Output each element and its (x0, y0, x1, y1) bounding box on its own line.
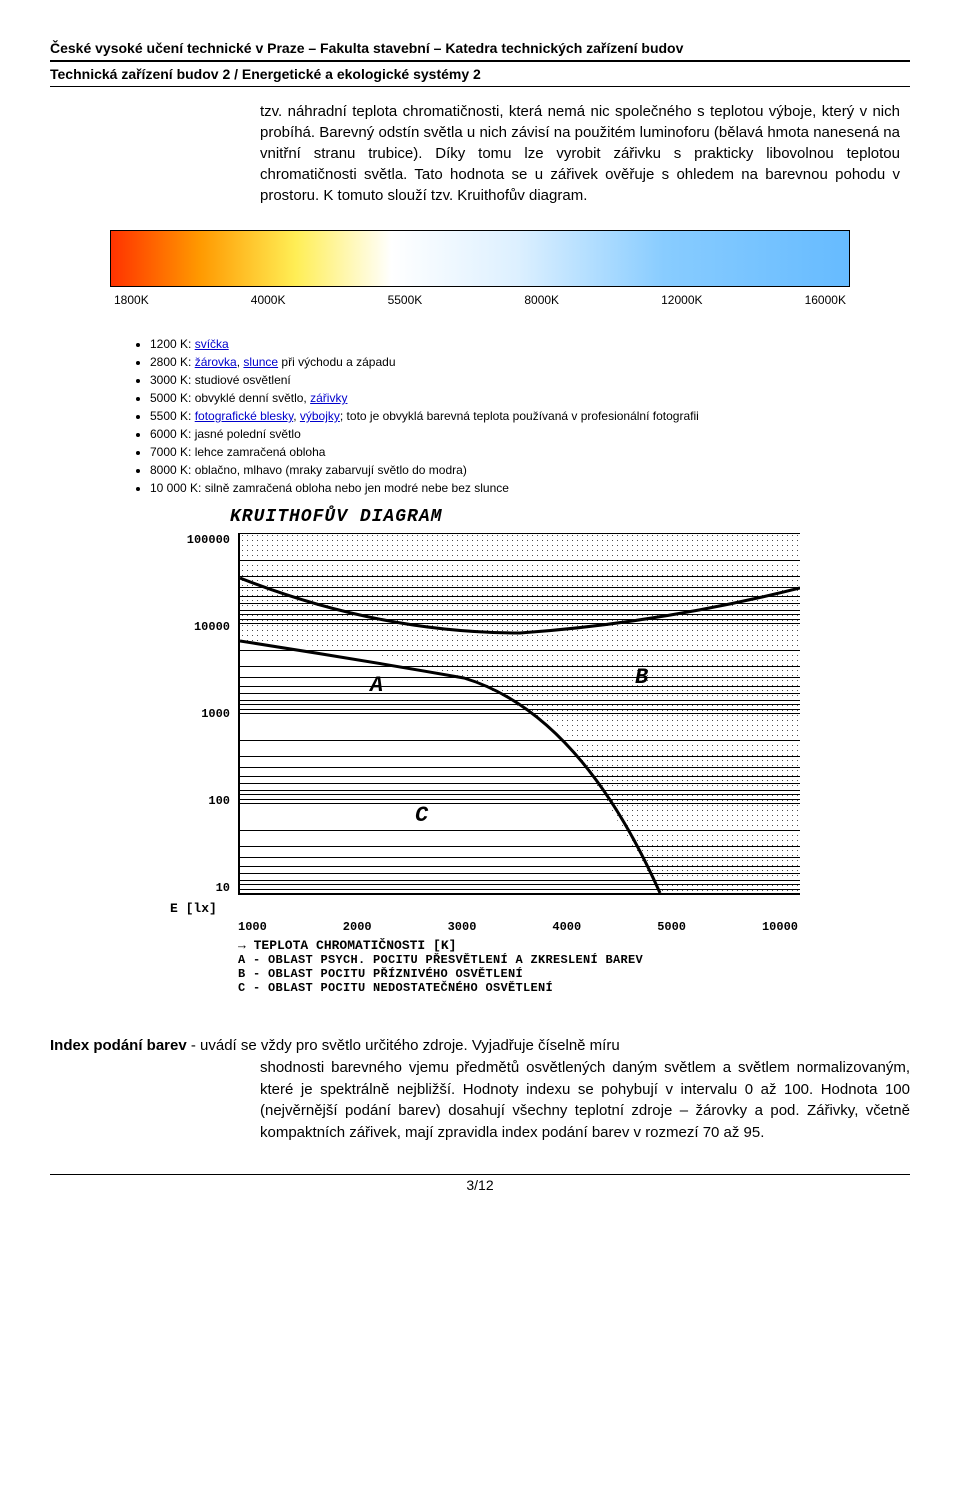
gridline (240, 709, 800, 710)
spectrum-tick: 1800K (114, 293, 149, 307)
gridline (240, 610, 800, 611)
gridline (240, 533, 800, 534)
x-tick: 3000 (448, 920, 477, 934)
index-section: Index podání barev - uvádí se vždy pro s… (50, 1035, 910, 1144)
wiki-link[interactable]: svíčka (195, 337, 229, 351)
wiki-link[interactable]: zářivky (310, 391, 347, 405)
kelvin-item: 8000 K: oblačno, mlhavo (mraky zabarvují… (150, 463, 910, 477)
x-tick: 2000 (343, 920, 372, 934)
kelvin-list: 1200 K: svíčka 2800 K: žárovka, slunce př… (110, 337, 910, 495)
wiki-link[interactable]: fotografické blesky (195, 409, 294, 423)
gridline (240, 846, 800, 847)
spectrum-tick: 4000K (251, 293, 286, 307)
gridline (240, 666, 800, 667)
gridline (240, 866, 800, 867)
kelvin-item: 5500 K: fotografické blesky, výbojky; to… (150, 409, 910, 423)
gridline (240, 623, 800, 624)
intro-paragraph: tzv. náhradní teplota chromatičnosti, kt… (260, 101, 900, 206)
gridline (240, 700, 800, 701)
x-tick: 1000 (238, 920, 267, 934)
gridline (240, 560, 800, 561)
index-label: Index podání barev (50, 1037, 187, 1054)
y-axis-label: E [lx] (170, 901, 890, 916)
gridline (240, 857, 800, 858)
gridline (240, 884, 800, 885)
chart-area: A B C (238, 533, 800, 895)
wiki-link[interactable]: slunce (243, 355, 278, 369)
region-label-c: C (415, 803, 428, 828)
spectrum-tick: 12000K (661, 293, 702, 307)
page-footer: 3/12 (50, 1174, 910, 1193)
y-tick: 100 (170, 794, 230, 808)
spectrum-block: 1800K 4000K 5500K 8000K 12000K 16000K (110, 230, 850, 307)
y-axis: 100000 10000 1000 100 10 (170, 533, 238, 895)
x-tick: 10000 (762, 920, 798, 934)
kelvin-item: 1200 K: svíčka (150, 337, 910, 351)
wiki-link[interactable]: žárovka (195, 355, 237, 369)
legend-line: B - OBLAST POCITU PŘÍZNIVÉHO OSVĚTLENÍ (238, 967, 890, 981)
kelvin-item: 7000 K: lehce zamračená obloha (150, 445, 910, 459)
spectrum-tick: 16000K (805, 293, 846, 307)
kelvin-item: 3000 K: studiové osvětlení (150, 373, 910, 387)
institution-header: České vysoké učení technické v Praze – F… (50, 40, 910, 61)
gridline (240, 794, 800, 795)
gridline (240, 614, 800, 615)
gridline (240, 889, 800, 890)
y-tick: 100000 (170, 533, 230, 547)
x-tick: 4000 (552, 920, 581, 934)
legend-line: A - OBLAST PSYCH. POCITU PŘESVĚTLENÍ A Z… (238, 953, 890, 967)
index-text-rest: shodnosti barevného vjemu předmětů osvět… (260, 1057, 910, 1144)
legend-line: C - OBLAST POCITU NEDOSTATEČNÉHO OSVĚTLE… (238, 981, 890, 995)
gridline (240, 880, 800, 881)
kelvin-item: 10 000 K: silně zamračená obloha nebo je… (150, 481, 910, 495)
x-tick: 5000 (657, 920, 686, 934)
spectrum-labels: 1800K 4000K 5500K 8000K 12000K 16000K (110, 293, 850, 307)
spectrum-tick: 5500K (388, 293, 423, 307)
kelvin-item: 2800 K: žárovka, slunce při východu a zá… (150, 355, 910, 369)
spectrum-tick: 8000K (524, 293, 559, 307)
wiki-link[interactable]: výbojky (300, 409, 340, 423)
gridline (240, 799, 800, 800)
gridline (240, 873, 800, 874)
y-tick: 10 (170, 881, 230, 895)
gridline (240, 783, 800, 784)
gridline (240, 677, 800, 678)
gridline (240, 686, 800, 687)
spectrum-gradient (110, 230, 850, 287)
kelvin-item: 6000 K: jasné polední světlo (150, 427, 910, 441)
gridline (240, 803, 800, 804)
gridline (240, 596, 800, 597)
gridline (240, 650, 800, 651)
gridline (240, 587, 800, 588)
gridline (240, 713, 800, 714)
gridline (240, 767, 800, 768)
kruithof-diagram: KRUITHOFŮV DIAGRAM 10000010000100010010 … (170, 507, 890, 995)
kelvin-item: 5000 K: obvyklé denní světlo, zářivky (150, 391, 910, 405)
y-tick: 10000 (170, 620, 230, 634)
diagram-legend: A - OBLAST PSYCH. POCITU PŘESVĚTLENÍ A Z… (170, 953, 890, 995)
gridline (240, 704, 800, 705)
gridline (240, 756, 800, 757)
gridline (240, 830, 800, 831)
course-header: Technická zařízení budov 2 / Energetické… (50, 61, 910, 87)
gridline (240, 740, 800, 741)
y-tick: 1000 (170, 707, 230, 721)
gridline (240, 619, 800, 620)
gridline (240, 576, 800, 577)
index-text-first: - uvádí se vždy pro světlo určitého zdro… (187, 1037, 620, 1054)
diagram-title: KRUITHOFŮV DIAGRAM (230, 507, 890, 527)
gridline (240, 603, 800, 604)
x-axis: 1000 2000 3000 4000 5000 10000 (238, 920, 798, 934)
gridline (240, 693, 800, 694)
gridline (240, 776, 800, 777)
x-axis-label: → TEPLOTA CHROMATIČNOSTI [K] (238, 938, 890, 953)
gridline (240, 790, 800, 791)
